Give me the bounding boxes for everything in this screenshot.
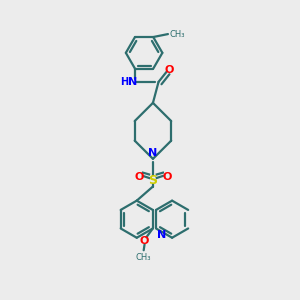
Text: O: O (162, 172, 172, 182)
Text: CH₃: CH₃ (169, 30, 184, 39)
Text: O: O (140, 236, 149, 246)
Text: N: N (128, 77, 137, 87)
Text: O: O (164, 64, 173, 74)
Text: N: N (148, 148, 158, 158)
Text: S: S (148, 173, 158, 187)
Text: O: O (134, 172, 143, 182)
Text: N: N (157, 230, 167, 240)
Text: CH₃: CH₃ (135, 253, 151, 262)
Text: H: H (120, 77, 128, 87)
